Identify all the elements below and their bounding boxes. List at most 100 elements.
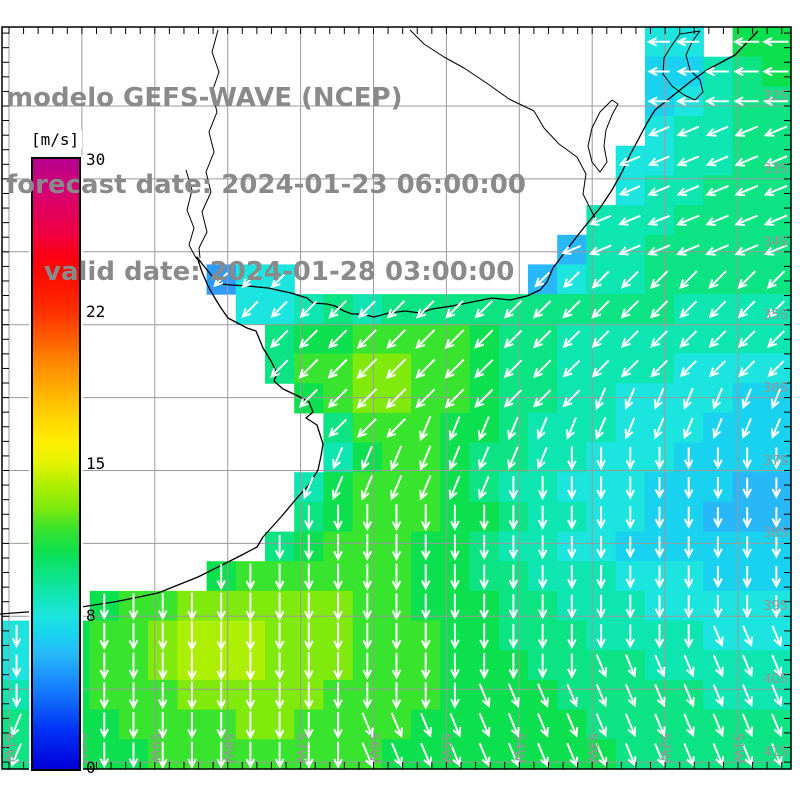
wind-arrow bbox=[356, 388, 378, 409]
wind-arrow bbox=[245, 592, 256, 622]
wind-arrow bbox=[391, 504, 402, 532]
wind-arrow bbox=[618, 244, 641, 256]
wind-arrow bbox=[537, 623, 548, 650]
wind-arrow bbox=[537, 594, 548, 620]
wind-arrow bbox=[304, 505, 314, 531]
wind-arrow bbox=[245, 741, 256, 769]
wind-arrow bbox=[327, 388, 348, 409]
wind-arrow bbox=[331, 475, 344, 501]
wind-arrow bbox=[618, 185, 641, 196]
wind-arrow bbox=[684, 477, 694, 500]
wind-arrow bbox=[333, 622, 343, 651]
wind-arrow bbox=[713, 566, 723, 589]
wind-arrow bbox=[683, 743, 695, 767]
wind-arrow bbox=[596, 535, 606, 560]
wind-arrow bbox=[391, 563, 402, 591]
wind-arrow bbox=[684, 595, 694, 619]
lon-tick-label: 56W bbox=[365, 733, 381, 763]
wind-arrow bbox=[158, 741, 168, 769]
wind-arrow bbox=[771, 713, 783, 738]
forecast-date: forecast date: 2024-01-23 06:00:00 bbox=[6, 170, 526, 200]
wind-arrow bbox=[421, 682, 431, 710]
wind-arrow bbox=[304, 563, 314, 591]
wind-arrow bbox=[450, 593, 460, 621]
lon-tick-label: 55W bbox=[438, 733, 454, 763]
wind-arrow bbox=[332, 446, 344, 470]
wind-arrow bbox=[385, 358, 407, 380]
wind-arrow bbox=[420, 713, 432, 738]
wind-arrow bbox=[771, 654, 783, 678]
colorbar-tick-label: 8 bbox=[86, 606, 96, 625]
wind-arrow bbox=[624, 743, 637, 767]
wind-arrow bbox=[537, 565, 548, 590]
wind-arrow bbox=[416, 300, 435, 319]
wind-arrow bbox=[508, 476, 519, 501]
wind-arrow bbox=[562, 271, 581, 289]
wind-arrow bbox=[532, 359, 552, 379]
wind-arrow bbox=[362, 504, 372, 532]
wind-arrow bbox=[187, 741, 197, 769]
wind-arrow bbox=[537, 505, 548, 530]
wind-arrow bbox=[650, 359, 669, 378]
wind-arrow bbox=[712, 713, 724, 738]
wind-arrow bbox=[567, 535, 577, 560]
model-title: modelo GEFS-WAVE (NCEP) bbox=[6, 83, 403, 113]
wind-arrow bbox=[479, 504, 489, 531]
wind-arrow bbox=[591, 270, 610, 289]
wind-arrow bbox=[647, 214, 671, 226]
wind-arrow bbox=[588, 244, 612, 256]
wind-arrow bbox=[507, 713, 520, 738]
title-block: modelo GEFS-WAVE (NCEP) forecast date: 2… bbox=[6, 26, 526, 345]
wind-arrow bbox=[588, 214, 612, 226]
wind-arrow bbox=[503, 359, 523, 379]
wind-arrow bbox=[128, 742, 139, 769]
wind-arrow bbox=[415, 329, 436, 350]
wind-arrow bbox=[216, 712, 226, 740]
wind-arrow bbox=[333, 533, 343, 562]
wind-arrow bbox=[596, 594, 606, 620]
wind-arrow bbox=[356, 358, 378, 380]
wind-arrow bbox=[450, 682, 460, 710]
wind-arrow bbox=[705, 244, 729, 256]
wind-arrow bbox=[591, 300, 610, 319]
wind-arrow bbox=[274, 681, 285, 711]
wind-arrow bbox=[679, 330, 698, 348]
lat-tick-label: 41S bbox=[763, 745, 788, 761]
wind-arrow bbox=[712, 625, 724, 648]
wind-arrow bbox=[213, 272, 229, 288]
wind-arrow bbox=[216, 564, 226, 591]
wind-arrow bbox=[742, 684, 753, 708]
wind-arrow bbox=[741, 713, 754, 738]
wind-arrow bbox=[508, 594, 519, 620]
wind-arrow bbox=[158, 712, 168, 740]
wind-arrow bbox=[734, 155, 759, 167]
wind-arrow bbox=[503, 329, 523, 349]
lat-tick-label: 39S bbox=[763, 599, 788, 615]
wind-arrow bbox=[762, 37, 789, 47]
lat-tick-label: 32S bbox=[763, 89, 788, 104]
lat-tick-label: 34S bbox=[763, 234, 788, 250]
wind-arrow bbox=[647, 66, 670, 77]
wind-arrow bbox=[742, 507, 752, 529]
wind-arrow bbox=[532, 329, 552, 349]
wind-arrow bbox=[676, 96, 700, 106]
wind-arrow bbox=[679, 360, 697, 378]
wind-arrow bbox=[415, 388, 436, 409]
wind-arrow bbox=[362, 622, 372, 651]
wind-arrow bbox=[216, 741, 226, 769]
wind-arrow bbox=[445, 300, 464, 319]
wind-arrow bbox=[386, 418, 407, 439]
lat-tick-label: 35S bbox=[763, 307, 788, 323]
wind-arrow bbox=[187, 592, 197, 622]
wind-arrow bbox=[591, 330, 610, 348]
wind-arrow bbox=[567, 653, 577, 679]
wind-arrow bbox=[390, 742, 403, 768]
lagoon-outline bbox=[587, 99, 619, 173]
wind-arrow bbox=[567, 565, 577, 590]
wind-arrow bbox=[737, 300, 756, 319]
wind-arrow bbox=[419, 445, 432, 471]
wind-arrow bbox=[298, 358, 319, 379]
wind-arrow bbox=[158, 622, 168, 651]
wind-arrow bbox=[676, 125, 700, 137]
wind-arrow bbox=[274, 563, 285, 591]
